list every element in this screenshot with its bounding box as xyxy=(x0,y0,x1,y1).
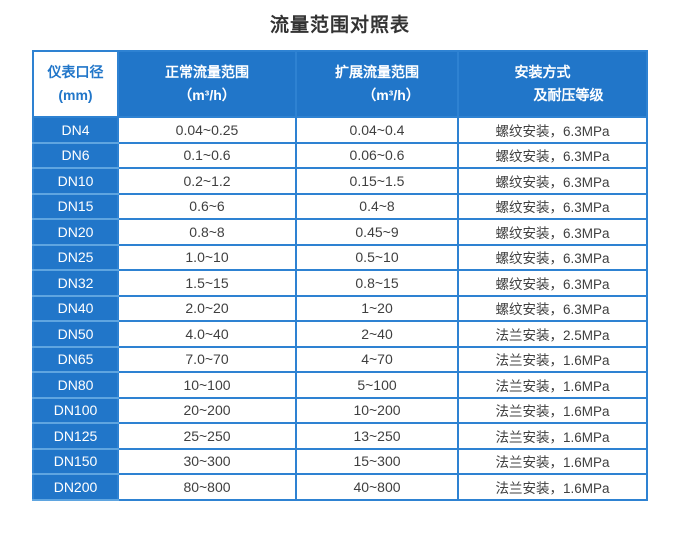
table-row: DN100 20~200 10~200 法兰安装，1.6MPa xyxy=(32,396,648,424)
cell-diameter: DN65 xyxy=(32,345,119,373)
cell-extended-range: 10~200 xyxy=(295,396,459,424)
cell-normal-range: 0.6~6 xyxy=(117,192,297,220)
cell-diameter: DN200 xyxy=(32,473,119,501)
cell-normal-range: 20~200 xyxy=(117,396,297,424)
header-line-extended-range: 扩展流量范围 xyxy=(335,63,419,80)
cell-installation: 螺纹安装，6.3MPa xyxy=(457,141,648,169)
cell-normal-range: 0.04~0.25 xyxy=(117,116,297,144)
cell-diameter: DN20 xyxy=(32,218,119,246)
table-row: DN15 0.6~6 0.4~8 螺纹安装，6.3MPa xyxy=(32,192,648,220)
cell-normal-range: 7.0~70 xyxy=(117,345,297,373)
cell-extended-range: 0.4~8 xyxy=(295,192,459,220)
cell-installation: 螺纹安装，6.3MPa xyxy=(457,116,648,144)
header-line-normal-range: 正常流量范围 xyxy=(165,63,249,80)
cell-installation: 法兰安装，1.6MPa xyxy=(457,473,648,501)
cell-installation: 法兰安装，1.6MPa xyxy=(457,371,648,399)
cell-extended-range: 0.04~0.4 xyxy=(295,116,459,144)
header-line-install-method: 安装方式 xyxy=(514,63,571,80)
cell-extended-range: 0.15~1.5 xyxy=(295,167,459,195)
header-line-pressure-rating: 及耐压等级 xyxy=(533,87,604,103)
cell-installation: 法兰安装，1.6MPa xyxy=(457,396,648,424)
table-body: DN4 0.04~0.25 0.04~0.4 螺纹安装，6.3MPa DN6 0.1~0.… xyxy=(32,116,648,501)
cell-diameter: DN40 xyxy=(32,294,119,322)
table-row: DN125 25~250 13~250 法兰安装，1.6MPa xyxy=(32,422,648,450)
cell-normal-range: 80~800 xyxy=(117,473,297,501)
header-cell-normal-range: 正常流量范围 （m³/h） xyxy=(117,50,297,118)
cell-normal-range: 25~250 xyxy=(117,422,297,450)
cell-installation: 螺纹安装，6.3MPa xyxy=(457,167,648,195)
cell-extended-range: 0.8~15 xyxy=(295,269,459,297)
table-row: DN25 1.0~10 0.5~10 螺纹安装，6.3MPa xyxy=(32,243,648,271)
cell-extended-range: 1~20 xyxy=(295,294,459,322)
cell-extended-range: 40~800 xyxy=(295,473,459,501)
cell-diameter: DN10 xyxy=(32,167,119,195)
cell-normal-range: 1.5~15 xyxy=(117,269,297,297)
table-row: DN20 0.8~8 0.45~9 螺纹安装，6.3MPa xyxy=(32,218,648,246)
cell-normal-range: 0.1~0.6 xyxy=(117,141,297,169)
cell-extended-range: 15~300 xyxy=(295,447,459,475)
table-row: DN32 1.5~15 0.8~15 螺纹安装，6.3MPa xyxy=(32,269,648,297)
cell-diameter: DN100 xyxy=(32,396,119,424)
cell-diameter: DN125 xyxy=(32,422,119,450)
cell-installation: 螺纹安装，6.3MPa xyxy=(457,269,648,297)
cell-diameter: DN4 xyxy=(32,116,119,144)
cell-diameter: DN80 xyxy=(32,371,119,399)
cell-diameter: DN150 xyxy=(32,447,119,475)
cell-normal-range: 0.2~1.2 xyxy=(117,167,297,195)
flow-range-table: 仪表口径 (mm) 正常流量范围 （m³/h） 扩展流量范围 （m³/h） 安装… xyxy=(32,50,648,501)
table-row: DN65 7.0~70 4~70 法兰安装，1.6MPa xyxy=(32,345,648,373)
table-row: DN10 0.2~1.2 0.15~1.5 螺纹安装，6.3MPa xyxy=(32,167,648,195)
cell-normal-range: 4.0~40 xyxy=(117,320,297,348)
cell-installation: 螺纹安装，6.3MPa xyxy=(457,218,648,246)
cell-installation: 法兰安装，2.5MPa xyxy=(457,320,648,348)
cell-diameter: DN50 xyxy=(32,320,119,348)
header-line-unit-m3h: （m³/h） xyxy=(362,87,420,103)
cell-diameter: DN15 xyxy=(32,192,119,220)
cell-diameter: DN32 xyxy=(32,269,119,297)
cell-installation: 法兰安装，1.6MPa xyxy=(457,422,648,450)
header-cell-installation: 安装方式 及耐压等级 xyxy=(457,50,648,118)
cell-extended-range: 4~70 xyxy=(295,345,459,373)
cell-normal-range: 30~300 xyxy=(117,447,297,475)
header-line-unit-mm: (mm) xyxy=(58,87,93,103)
table-row: DN40 2.0~20 1~20 螺纹安装，6.3MPa xyxy=(32,294,648,322)
header-line-diameter: 仪表口径 xyxy=(47,63,104,80)
cell-extended-range: 0.45~9 xyxy=(295,218,459,246)
table-row: DN150 30~300 15~300 法兰安装，1.6MPa xyxy=(32,447,648,475)
table-row: DN80 10~100 5~100 法兰安装，1.6MPa xyxy=(32,371,648,399)
table-row: DN50 4.0~40 2~40 法兰安装，2.5MPa xyxy=(32,320,648,348)
cell-extended-range: 0.5~10 xyxy=(295,243,459,271)
cell-installation: 螺纹安装，6.3MPa xyxy=(457,192,648,220)
cell-extended-range: 5~100 xyxy=(295,371,459,399)
cell-installation: 螺纹安装，6.3MPa xyxy=(457,294,648,322)
page-title: 流量范围对照表 xyxy=(269,15,410,36)
cell-normal-range: 10~100 xyxy=(117,371,297,399)
cell-diameter: DN6 xyxy=(32,141,119,169)
header-cell-diameter: 仪表口径 (mm) xyxy=(32,50,119,118)
table-row: DN6 0.1~0.6 0.06~0.6 螺纹安装，6.3MPa xyxy=(32,141,648,169)
header-cell-extended-range: 扩展流量范围 （m³/h） xyxy=(295,50,459,118)
cell-installation: 螺纹安装，6.3MPa xyxy=(457,243,648,271)
table-row: DN200 80~800 40~800 法兰安装，1.6MPa xyxy=(32,473,648,501)
cell-installation: 法兰安装，1.6MPa xyxy=(457,345,648,373)
cell-normal-range: 1.0~10 xyxy=(117,243,297,271)
cell-extended-range: 2~40 xyxy=(295,320,459,348)
table-row: DN4 0.04~0.25 0.04~0.4 螺纹安装，6.3MPa xyxy=(32,116,648,144)
cell-diameter: DN25 xyxy=(32,243,119,271)
cell-extended-range: 13~250 xyxy=(295,422,459,450)
header-row: 仪表口径 (mm) 正常流量范围 （m³/h） 扩展流量范围 （m³/h） 安装… xyxy=(32,50,648,118)
cell-extended-range: 0.06~0.6 xyxy=(295,141,459,169)
cell-installation: 法兰安装，1.6MPa xyxy=(457,447,648,475)
header-line-unit-m3h: （m³/h） xyxy=(178,87,236,103)
cell-normal-range: 2.0~20 xyxy=(117,294,297,322)
cell-normal-range: 0.8~8 xyxy=(117,218,297,246)
